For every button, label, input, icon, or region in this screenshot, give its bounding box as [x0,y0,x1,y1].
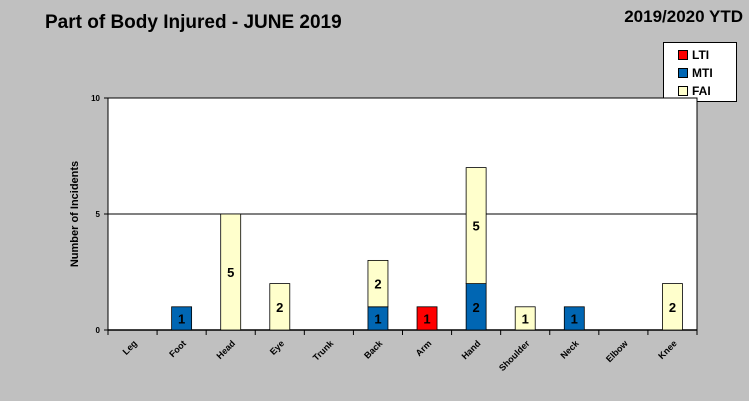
period-label: 2019/2020 YTD [624,7,743,26]
data-label: 2 [669,300,676,315]
legend-label: MTI [692,66,713,80]
legend-swatch [678,50,688,60]
data-label: 2 [473,300,480,315]
x-tick-label: Arm [414,338,434,358]
bar-mti [563,306,585,331]
legend-swatch [678,86,688,96]
data-label: 1 [522,311,529,326]
data-label: 5 [227,265,234,280]
bar-fai [514,306,536,331]
data-label: 1 [423,311,430,326]
x-tick-label: Knee [656,338,679,361]
bar-fai [220,213,242,331]
data-label: 1 [374,311,381,326]
bar-fai [662,283,683,331]
x-tick-label: Foot [167,338,188,359]
data-label: 2 [374,277,381,292]
bar-fai [367,259,389,308]
data-label: 1 [571,311,578,326]
bar-fai [269,283,291,331]
legend-item-mti: MTI [678,64,736,82]
y-axis-label: Number of Incidents [69,161,81,267]
legend-label: FAI [692,84,711,98]
bar-lti [416,306,438,331]
x-tick-label: Hand [460,338,483,361]
x-tick-label: Head [214,338,237,361]
x-tick-label: Neck [558,338,581,361]
y-tick-label: 0 [96,326,101,335]
chart-title: Part of Body Injured - JUNE 2019 [45,12,342,33]
x-tick-label: Eye [268,338,286,356]
legend-item-lti: LTI [678,46,736,64]
x-tick-label: Elbow [604,338,631,365]
data-label: 2 [276,300,283,315]
y-tick-label: 10 [91,94,100,103]
x-tick-label: Back [362,338,385,361]
bar-mti [171,306,193,331]
legend-label: LTI [692,48,710,62]
legend-item-fai: FAI [678,82,736,100]
legend-swatch [678,68,688,78]
x-tick-label: Trunk [311,338,336,363]
x-tick-label: Leg [121,338,139,356]
data-label: 1 [178,311,185,326]
x-tick-label: Shoulder [497,338,532,373]
y-tick-label: 5 [96,210,101,219]
bar-fai [465,167,487,285]
data-label: 5 [473,219,480,234]
legend: LTI MTI FAI [663,42,737,102]
